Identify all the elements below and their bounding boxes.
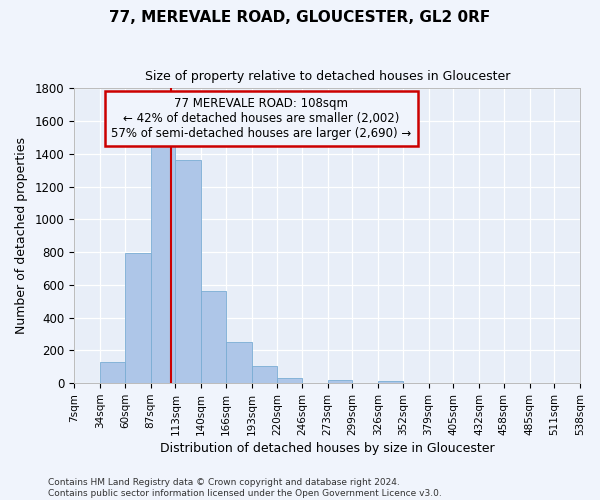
Bar	[151, 144, 175, 383]
Text: 77, MEREVALE ROAD, GLOUCESTER, GL2 0RF: 77, MEREVALE ROAD, GLOUCESTER, GL2 0RF	[109, 10, 491, 25]
Bar	[277, 378, 302, 383]
Text: Contains HM Land Registry data © Crown copyright and database right 2024.
Contai: Contains HM Land Registry data © Crown c…	[48, 478, 442, 498]
Title: Size of property relative to detached houses in Gloucester: Size of property relative to detached ho…	[145, 70, 510, 83]
Bar	[125, 253, 151, 383]
Text: 77 MEREVALE ROAD: 108sqm
← 42% of detached houses are smaller (2,002)
57% of sem: 77 MEREVALE ROAD: 108sqm ← 42% of detach…	[112, 97, 412, 140]
Bar	[226, 342, 251, 383]
Bar	[175, 160, 201, 383]
Bar	[201, 290, 226, 383]
Bar	[251, 366, 277, 383]
Bar	[100, 362, 125, 383]
X-axis label: Distribution of detached houses by size in Gloucester: Distribution of detached houses by size …	[160, 442, 494, 455]
Bar	[378, 381, 403, 383]
Y-axis label: Number of detached properties: Number of detached properties	[15, 138, 28, 334]
Bar	[328, 380, 352, 383]
